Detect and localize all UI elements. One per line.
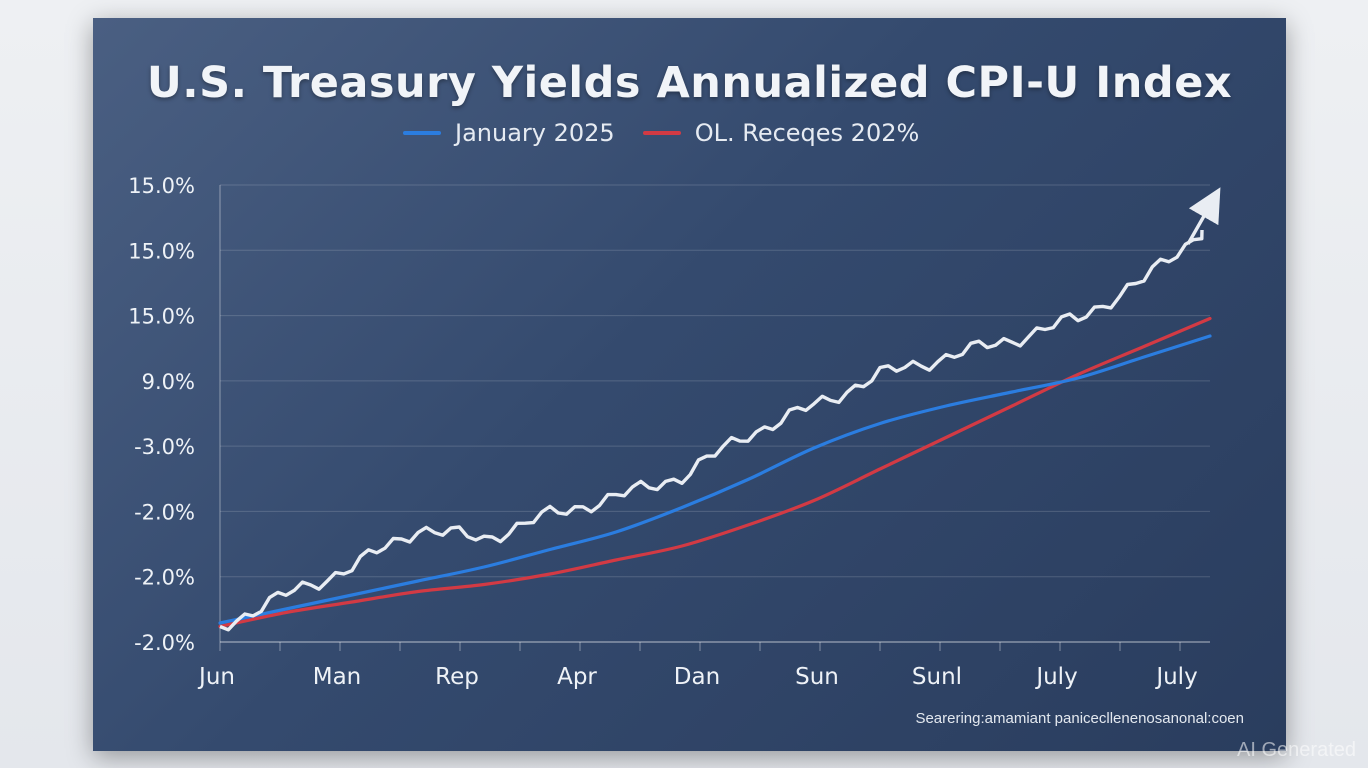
legend-label-series-1: January 2025 bbox=[455, 119, 615, 147]
legend-label-series-2: OL. Receqes 202% bbox=[694, 119, 920, 147]
chart-title: U.S. Treasury Yields Annualized CPI-U In… bbox=[146, 58, 1233, 108]
x-tick-label: Man bbox=[313, 664, 362, 690]
x-tick-label: Apr bbox=[557, 664, 597, 690]
y-tick-label: 15.0% bbox=[128, 174, 195, 198]
x-tick-label: Jun bbox=[197, 664, 235, 690]
trend-arrow-icon bbox=[1186, 187, 1221, 245]
series-line-1 bbox=[218, 334, 1212, 625]
x-tick-label: Sunl bbox=[912, 664, 962, 690]
series-line-3 bbox=[219, 229, 1204, 632]
y-tick-label: -3.0% bbox=[134, 435, 195, 459]
legend-swatch-blue bbox=[403, 131, 441, 135]
x-tick-label: July bbox=[1034, 664, 1077, 690]
chart-legend: January 2025 OL. Receqes 202% bbox=[403, 118, 947, 148]
y-tick-label: 15.0% bbox=[128, 305, 195, 329]
y-tick-label: -2.0% bbox=[134, 566, 195, 590]
chart-card: U.S. Treasury Yields Annualized CPI-U In… bbox=[93, 18, 1286, 751]
legend-item-series-1: January 2025 bbox=[403, 119, 615, 147]
chart-footnote: Searering:amamiant panicecllenenosanonal… bbox=[915, 710, 1244, 727]
ai-generated-watermark: AI Generated bbox=[1237, 739, 1356, 761]
series-line-2 bbox=[218, 316, 1212, 629]
x-tick-label: Sun bbox=[795, 664, 839, 690]
y-tick-label: 9.0% bbox=[142, 370, 195, 394]
x-tick-label: Dan bbox=[674, 664, 720, 690]
x-tick-label: July bbox=[1154, 664, 1197, 690]
y-tick-label: -2.0% bbox=[134, 631, 195, 655]
y-tick-label: 15.0% bbox=[128, 239, 195, 263]
x-tick-label: Rep bbox=[435, 664, 479, 690]
legend-swatch-red bbox=[642, 131, 681, 135]
y-tick-label: -2.0% bbox=[134, 500, 195, 524]
legend-item-series-2: OL. Receqes 202% bbox=[642, 119, 920, 147]
